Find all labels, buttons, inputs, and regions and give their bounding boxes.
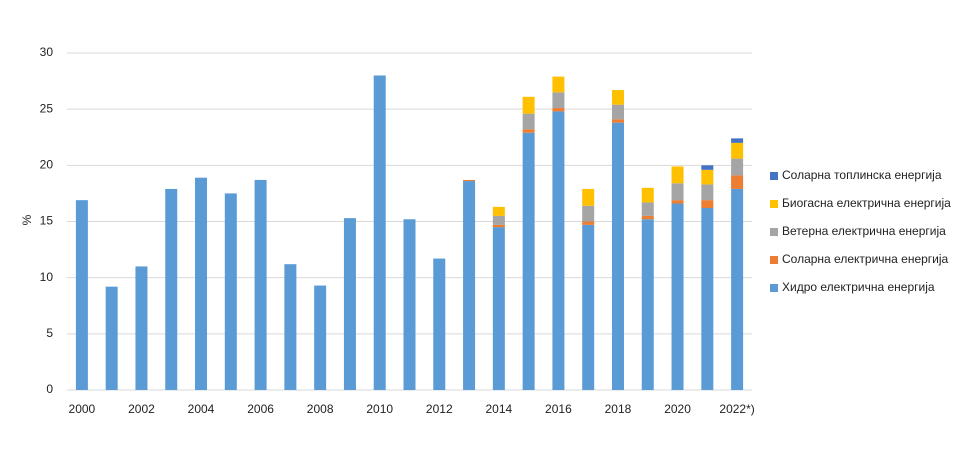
- bar-segment: [552, 111, 565, 390]
- x-tick-label: 2014: [485, 402, 512, 416]
- bar-segment: [701, 200, 714, 209]
- legend-swatch: [770, 284, 778, 292]
- bar-segment: [522, 113, 535, 130]
- x-tick-label: 2004: [188, 402, 215, 416]
- y-tick-label: 30: [40, 45, 54, 59]
- bar-segment: [552, 92, 565, 109]
- legend-label: Соларна електрична енергија: [782, 252, 949, 266]
- x-tick-label: 2020: [664, 402, 691, 416]
- x-tick-label: 2000: [69, 402, 96, 416]
- bar-segment: [671, 183, 684, 201]
- bar-segment: [701, 184, 714, 201]
- y-tick-label: 25: [40, 101, 54, 115]
- bar-segment: [641, 187, 654, 203]
- bar-segment: [75, 200, 88, 390]
- x-tick-label: 2012: [426, 402, 453, 416]
- bar-segment: [731, 188, 744, 390]
- y-axis-label: %: [20, 214, 34, 225]
- bar-segment: [582, 221, 595, 225]
- bar-segment: [224, 193, 237, 390]
- y-tick-label: 20: [40, 158, 54, 172]
- y-tick-label: 10: [40, 270, 54, 284]
- bar-segment: [165, 188, 178, 390]
- bar-segment: [492, 206, 505, 216]
- bar-segment: [552, 108, 565, 112]
- bar-segment: [671, 203, 684, 390]
- bar-segment: [343, 218, 356, 390]
- bar-segment: [195, 177, 208, 390]
- bar-segment: [135, 266, 148, 390]
- y-tick-label: 5: [46, 326, 53, 340]
- bar-segment: [492, 227, 505, 390]
- bar-segment: [582, 188, 595, 206]
- y-tick-label: 0: [46, 382, 53, 396]
- x-tick-label: 2010: [366, 402, 393, 416]
- bar-segment: [463, 181, 476, 390]
- bar-segment: [641, 219, 654, 390]
- bar-segment: [582, 205, 595, 222]
- bar-segment: [641, 202, 654, 216]
- legend-swatch: [770, 172, 778, 180]
- bar-segment: [373, 75, 386, 390]
- bar-segment: [701, 169, 714, 185]
- bar-segment: [611, 119, 624, 123]
- legend-label: Соларна топлинска енергија: [782, 168, 942, 182]
- legend-label: Хидро електрична енергија: [782, 280, 935, 294]
- x-tick-label: 2018: [605, 402, 632, 416]
- bar-segment: [701, 208, 714, 390]
- bar-segment: [492, 215, 505, 225]
- bar-segment: [611, 104, 624, 120]
- y-tick-label: 15: [40, 214, 54, 228]
- x-tick-label: 2002: [128, 402, 155, 416]
- bar-segment: [522, 96, 535, 114]
- bar-segment: [552, 76, 565, 93]
- legend-swatch: [770, 228, 778, 236]
- bar-segment: [731, 138, 744, 143]
- bar-segment: [641, 215, 654, 220]
- x-tick-label: 2008: [307, 402, 334, 416]
- bar-segment: [582, 224, 595, 390]
- legend-label: Ветерна електрична енергија: [782, 224, 946, 238]
- bar-segment: [671, 166, 684, 184]
- legend-swatch: [770, 200, 778, 208]
- bar-segment: [314, 285, 327, 390]
- bar-segment: [254, 179, 267, 390]
- bar-segment: [611, 90, 624, 105]
- bar-segment: [731, 158, 744, 176]
- x-tick-label: 2016: [545, 402, 572, 416]
- bar-segment: [731, 142, 744, 159]
- bar-segment: [284, 264, 297, 390]
- bar-segment: [611, 122, 624, 390]
- bar-segment: [522, 132, 535, 391]
- bar-segment: [105, 286, 118, 390]
- bar-segment: [403, 219, 416, 390]
- bar-segment: [492, 224, 505, 228]
- bar-segment: [701, 165, 714, 170]
- legend-label: Биогасна електрична енергија: [782, 196, 951, 210]
- x-tick-label: 2022*): [719, 402, 754, 416]
- x-tick-label: 2006: [247, 402, 274, 416]
- bar-segment: [671, 200, 684, 204]
- bar-segment: [522, 129, 535, 133]
- bar-segment: [731, 175, 744, 189]
- bar-segment: [463, 179, 476, 182]
- bar-segment: [433, 258, 446, 390]
- legend-swatch: [770, 256, 778, 264]
